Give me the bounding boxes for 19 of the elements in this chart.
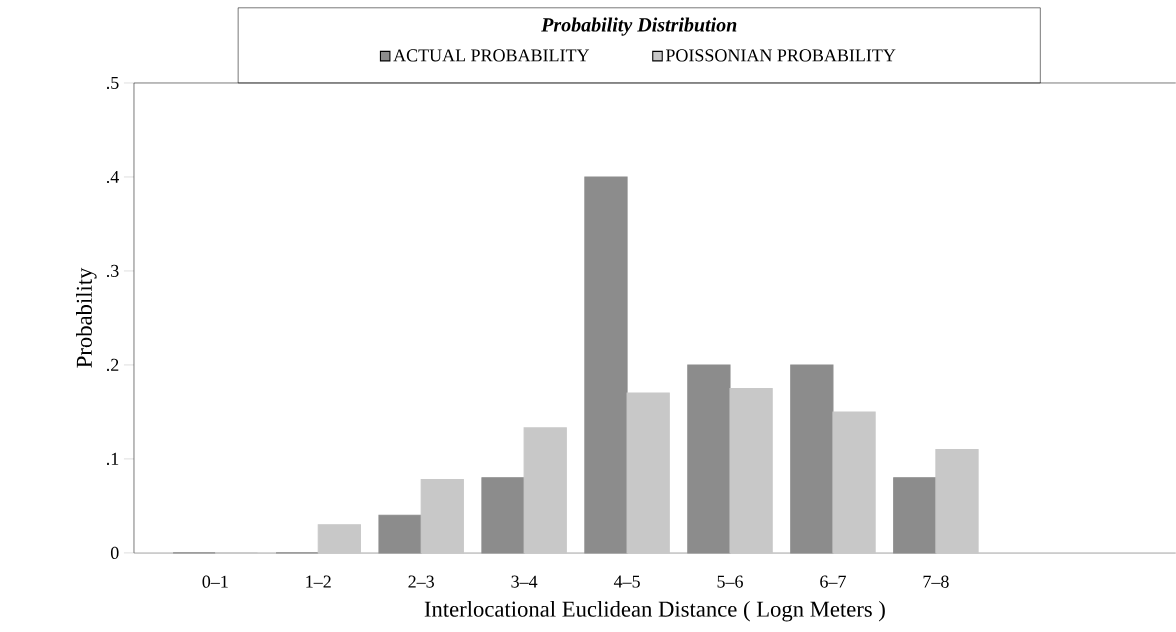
y-axis-title: Probability bbox=[76, 267, 97, 368]
x-tick-label: 0–1 bbox=[202, 575, 228, 588]
y-tick-label: .4 bbox=[106, 170, 119, 184]
y-tick-label: .2 bbox=[106, 358, 119, 372]
y-tick-label: .5 bbox=[106, 77, 119, 90]
legend-label: ACTUAL PROBABILITY bbox=[393, 49, 590, 62]
y-tick-label: .1 bbox=[106, 452, 119, 466]
x-axis-title: Interlocational Euclidean Distance ( Logn Meters ) bbox=[424, 600, 885, 622]
x-tick-label: 4–5 bbox=[613, 575, 640, 588]
x-tick-label: 2–3 bbox=[408, 575, 434, 588]
x-tick-label: 7–8 bbox=[923, 575, 949, 588]
x-tick-label: 5–6 bbox=[717, 575, 743, 588]
x-tick-label: 6–7 bbox=[820, 575, 846, 588]
y-tick-label: .3 bbox=[106, 264, 119, 278]
legend-label: POISSONIAN PROBABILITY bbox=[665, 49, 896, 62]
chart-title: Probability Distribution bbox=[541, 17, 737, 36]
x-tick-label: 3–4 bbox=[511, 575, 538, 588]
x-tick-label: 1–2 bbox=[306, 575, 331, 588]
y-tick-label: 0 bbox=[110, 546, 119, 559]
